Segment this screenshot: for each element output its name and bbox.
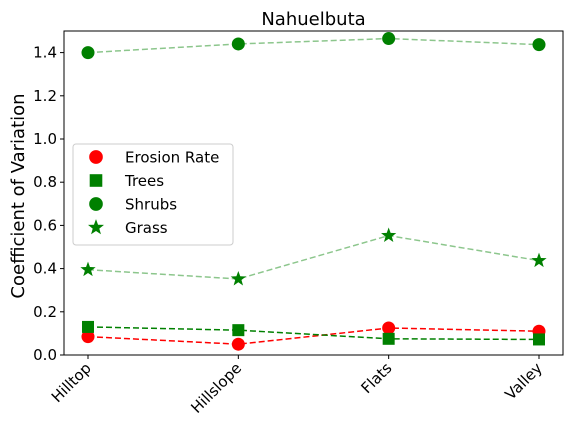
series-trees (82, 320, 545, 346)
x-tick-label-hilltop: Hilltop (48, 359, 95, 406)
data-point-erosion-rate-flats (382, 321, 396, 335)
y-tick-label: 0.8 (33, 173, 57, 191)
data-point-erosion-rate-hilltop (81, 330, 95, 344)
legend-marker-grass (88, 219, 104, 235)
data-point-trees-valley (533, 333, 545, 346)
chart-title: Nahuelbuta (261, 9, 365, 30)
y-tick-label: 0.2 (33, 303, 57, 321)
data-point-trees-flats (382, 332, 395, 345)
data-point-erosion-rate-hillslope (231, 337, 245, 351)
legend-box (72, 143, 234, 246)
legend-item-erosion-rate: Erosion Rate (89, 149, 219, 167)
data-point-trees-hillslope (232, 324, 245, 337)
legend-label-shrubs: Shrubs (125, 196, 177, 214)
series-shrubs (81, 32, 546, 60)
legend-label-grass: Grass (125, 219, 168, 237)
data-point-trees-hilltop (82, 320, 94, 333)
legend: Erosion Rate Trees Shrubs Grass (72, 143, 234, 246)
legend-marker-shrubs (89, 197, 103, 211)
data-point-grass-flats (381, 227, 397, 243)
series-layer (80, 32, 547, 351)
y-axis-label: Coefficient of Variation (8, 93, 29, 298)
y-tick-label: 0.0 (33, 346, 57, 364)
data-point-shrubs-valley (532, 38, 546, 52)
y-tick-label: 0.4 (33, 260, 57, 278)
y-tick-label: 1.4 (33, 44, 57, 62)
data-point-grass-hilltop (80, 261, 96, 277)
plot-frame (63, 30, 564, 356)
legend-marker-erosion-rate (89, 150, 103, 164)
series-line-trees (87, 326, 540, 341)
legend-marker-trees (89, 174, 103, 187)
series-erosion-rate (81, 321, 546, 351)
y-tick-label: 1.0 (33, 130, 57, 148)
data-point-shrubs-hilltop (81, 46, 95, 60)
series-line-erosion-rate (87, 327, 540, 345)
legend-item-grass: Grass (88, 219, 168, 237)
legend-label-trees: Trees (124, 172, 164, 190)
legend-item-shrubs: Shrubs (89, 196, 177, 214)
x-tick-label-hillslope: Hillslope (187, 359, 245, 417)
legend-label-erosion-rate: Erosion Rate (125, 149, 219, 167)
y-tick-label: 1.2 (33, 87, 57, 105)
x-tick-label-flats: Flats (358, 359, 396, 397)
series-line-shrubs (87, 37, 540, 54)
data-point-grass-hillslope (230, 270, 246, 286)
data-point-shrubs-flats (382, 32, 396, 46)
data-point-shrubs-hillslope (231, 37, 245, 51)
x-tick-label-valley: Valley (501, 359, 545, 403)
legend-item-trees: Trees (89, 172, 164, 190)
series-grass (80, 227, 547, 286)
series-line-grass (87, 234, 540, 280)
data-point-grass-valley (531, 252, 547, 268)
y-tick-label: 0.6 (33, 216, 57, 234)
